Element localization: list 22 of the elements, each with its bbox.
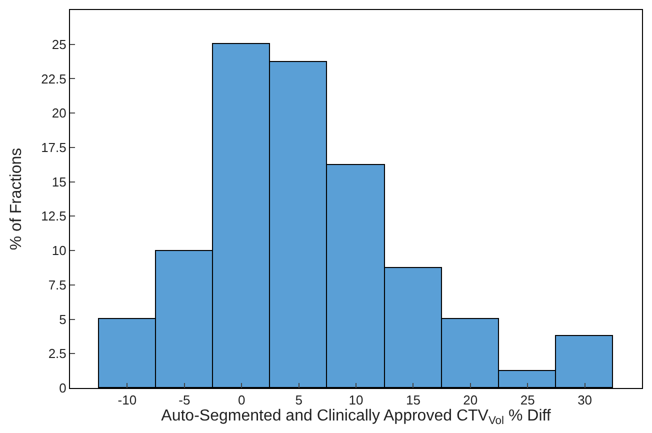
y-tick-label: 22.5 [41,71,66,86]
y-tick-label: 0 [59,380,66,396]
y-tick-label: 12.5 [41,208,66,224]
x-axis-title: Auto-Segmented and Clinically Approved CTV$_{Vol}$ % Diff [161,408,552,427]
x-tick-label: 20 [463,392,478,408]
x-tick-label: 25 [520,392,535,408]
y-tick-label: 15 [52,174,66,190]
x-tick-label: 10 [348,392,364,408]
y-tick-label: 17.5 [41,140,66,155]
x-tick-label: -10 [118,392,137,408]
x-tick-label: 15 [406,392,420,408]
y-tick-label: 7.5 [48,277,66,292]
y-tick-label: 25 [52,36,66,52]
x-tick-label: 30 [578,392,592,408]
y-axis-title: % of Fractions [8,148,25,250]
y-tick-label: 5 [59,312,66,327]
y-tick-label: 2.5 [48,346,66,362]
y-tick-label: 20 [52,106,66,121]
x-tick-label: -5 [178,392,190,408]
y-tick-label: 10 [52,243,66,258]
x-tick-label: 5 [295,392,302,408]
x-tick-label: 0 [238,392,246,408]
